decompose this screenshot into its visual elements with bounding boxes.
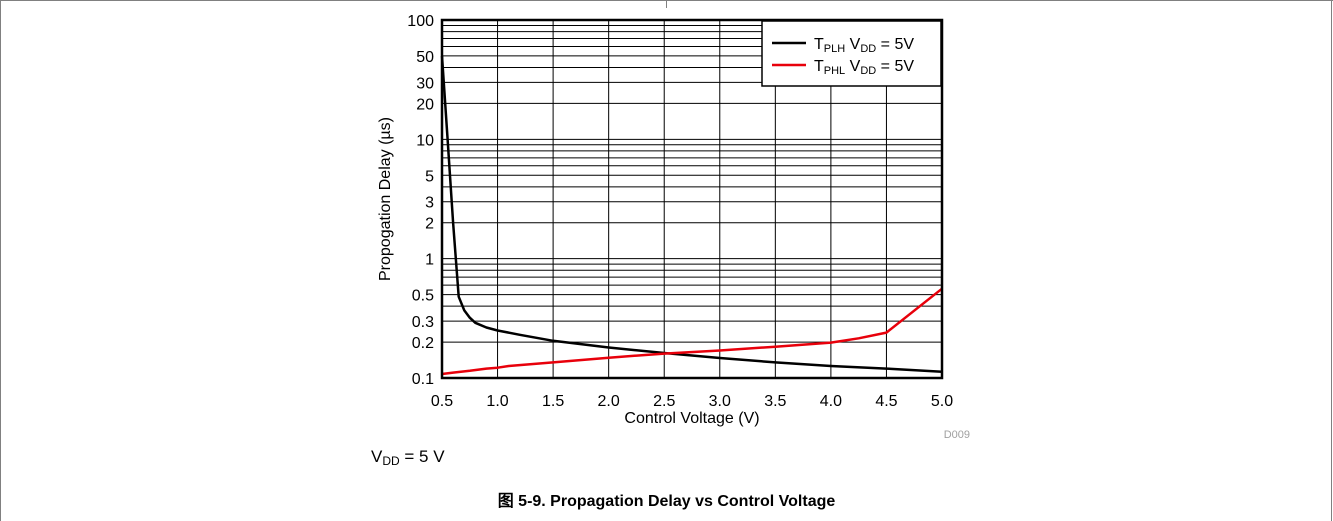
x-tick-label: 2.5 [653,393,675,410]
y-tick-label: 10 [416,132,434,149]
x-tick-label: 4.5 [875,393,897,410]
series-line-plh [440,55,943,373]
legend-label-text: T [814,58,824,75]
y-tick-label: 50 [416,49,434,66]
legend-label-subscript: DD [860,65,876,77]
y-tick-label: 0.1 [412,371,434,388]
x-axis-label: Control Voltage (V) [624,410,759,427]
chart-id-watermark: D009 [944,429,970,441]
frame-left-border [0,0,1,521]
test-condition: VDD = 5 V [371,447,445,468]
y-tick-label: 2 [425,216,434,233]
legend-label: TPHL VDD = 5V [814,58,914,77]
legend-label-text: T [814,36,824,53]
y-tick-label: 20 [416,96,434,113]
x-tick-label: 2.0 [598,393,620,410]
condition-tail: = 5 V [399,447,445,466]
series-line-phl [441,287,943,376]
legend-label-subscript: PLH [824,43,845,55]
x-tick-label: 5.0 [931,393,953,410]
legend-label-text: = 5V [876,58,914,75]
y-tick-label: 30 [416,75,434,92]
plot-frame [440,18,944,380]
legend-label-subscript: DD [860,43,876,55]
x-tick-label: 0.5 [431,393,453,410]
legend-label-text: = 5V [876,36,914,53]
legend-label-text: V [845,58,860,75]
frame-divider-tick [666,0,667,8]
x-tick-label: 1.5 [542,393,564,410]
x-tick-label: 3.5 [764,393,786,410]
series-layer [440,55,943,376]
y-tick-label: 3 [425,195,434,212]
condition-sub: DD [382,454,400,468]
legend-label-subscript: PHL [824,65,845,77]
frame-right-border [1331,0,1332,521]
x-tick-label: 4.0 [820,393,842,410]
y-tick-label: 0.5 [412,288,434,305]
x-tick-label: 3.0 [709,393,731,410]
condition-main: V [371,447,383,466]
figure-caption: 图 5-9. Propagation Delay vs Control Volt… [497,493,836,510]
legend-box [761,20,942,87]
y-axis-label: Propogation Delay (µs) [377,117,394,281]
legend-label-text: V [845,36,860,53]
y-tick-label: 1 [425,252,434,269]
tick-layer: 0.5 1.0 1.5 2.0 2.5 3.0 3.5 4.0 4.5 5.0 0.1 0.2 0.3 0… [407,13,953,410]
y-tick-label: 5 [425,168,434,185]
y-tick-label: 0.2 [412,335,434,352]
legend-label: TPLH VDD = 5V [814,36,914,55]
y-tick-label: 0.3 [412,314,434,331]
y-tick-label: 100 [407,13,434,30]
x-tick-label: 1.0 [486,393,508,410]
